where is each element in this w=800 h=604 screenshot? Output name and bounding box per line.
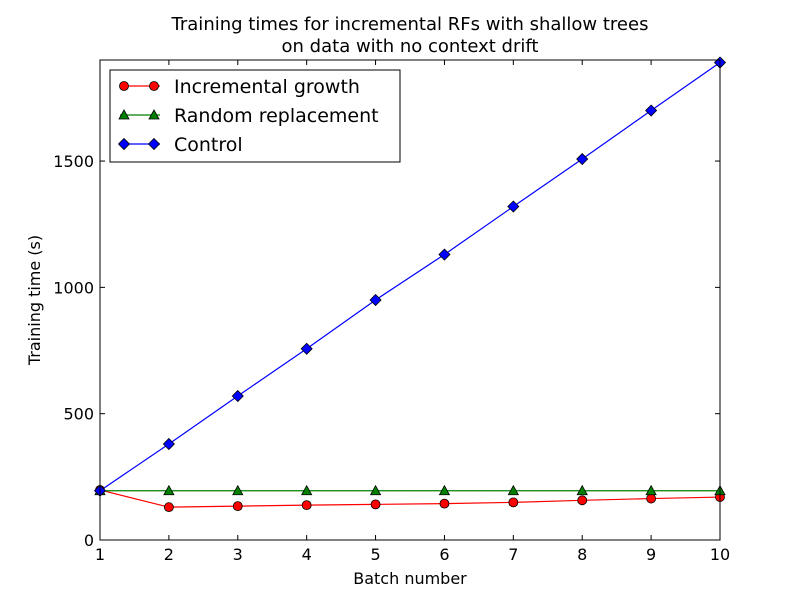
data-point-series-2-5 (438, 248, 451, 261)
data-point-series-1-7 (576, 484, 588, 496)
legend-marker-start-0 (119, 81, 129, 91)
y-tick-label-2: 1000 (53, 278, 94, 297)
x-tick-label-9: 10 (710, 545, 730, 564)
data-point-series-2-6 (507, 200, 520, 213)
axis-ticks: 1 2 3 4 5 6 7 8 9 10 0 500 1000 1500 (53, 60, 730, 564)
data-point-series-0-6 (508, 497, 519, 508)
y-tick-label-3: 1500 (53, 152, 94, 171)
x-tick-label-8: 9 (646, 545, 656, 564)
data-point-series-1-5 (438, 484, 451, 496)
legend-marker-start-1 (118, 109, 130, 120)
y-axis-label: Training time (s) (25, 235, 44, 366)
data-point-series-0-3 (301, 500, 312, 511)
legend-label-2: Control (174, 134, 243, 156)
legend-label-0: Incremental growth (174, 76, 360, 98)
chart-title: Training times for incremental RFs with … (171, 14, 649, 35)
data-point-series-1-3 (300, 484, 313, 496)
y-tick-label-1: 500 (63, 405, 94, 424)
data-point-series-0-4 (370, 499, 381, 510)
legend-marker-start-2 (117, 137, 131, 151)
chart-subtitle: on data with no context drift (282, 36, 539, 57)
legend-marker-end-1 (148, 109, 160, 120)
legend-marker-end-0 (149, 81, 159, 91)
data-point-series-1-6 (507, 484, 520, 496)
x-tick-label-4: 5 (370, 545, 380, 564)
data-point-series-1-2 (232, 484, 244, 496)
data-point-series-1-1 (163, 484, 175, 496)
x-tick-label-3: 4 (302, 545, 312, 564)
x-tick-label-7: 8 (577, 545, 587, 564)
x-tick-label-0: 1 (95, 545, 105, 564)
x-tick-label-6: 7 (508, 545, 518, 564)
data-point-series-2-8 (645, 104, 658, 117)
x-tick-label-5: 6 (439, 545, 449, 564)
x-axis-label: Batch number (353, 569, 467, 588)
data-point-series-2-2 (231, 389, 244, 403)
data-point-series-0-1 (163, 502, 174, 513)
series-line-2 (99, 62, 721, 492)
data-point-series-2-1 (162, 437, 175, 451)
data-point-series-0-7 (577, 495, 588, 506)
legend: Incremental growth Random replacement Cont… (109, 69, 401, 163)
data-point-series-0-8 (646, 493, 657, 504)
data-point-series-0-2 (232, 501, 243, 512)
data-point-series-2-4 (369, 293, 382, 307)
plot-marks (93, 56, 727, 513)
x-tick-label-1: 2 (164, 545, 174, 564)
data-point-series-1-4 (369, 484, 382, 496)
data-point-series-0-5 (439, 498, 450, 509)
legend-marker-end-2 (147, 137, 161, 151)
data-point-series-1-8 (645, 484, 657, 496)
series-line-0 (99, 489, 721, 508)
plot-frame (99, 59, 721, 541)
data-point-series-2-7 (576, 152, 589, 166)
y-tick-label-0: 0 (84, 531, 94, 550)
x-tick-label-2: 3 (233, 545, 243, 564)
data-point-series-2-3 (300, 342, 313, 355)
legend-label-1: Random replacement (174, 105, 379, 127)
